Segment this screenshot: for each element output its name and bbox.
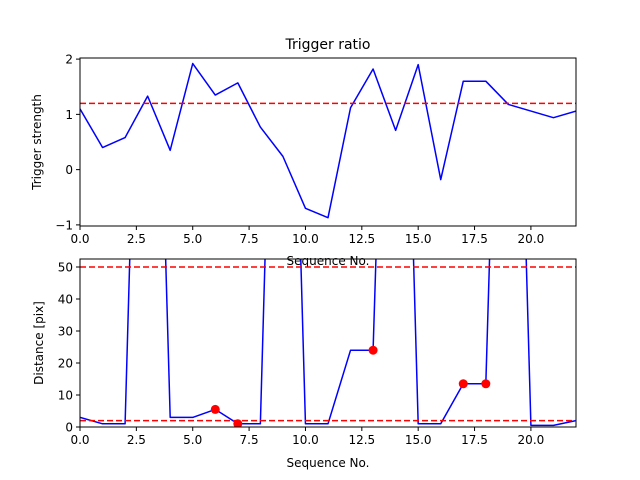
x-tick-label: 17.5 <box>461 433 488 447</box>
y-tick-label: 50 <box>58 261 73 275</box>
x-tick-label: 15.0 <box>405 433 432 447</box>
y-axis-label: Distance [pix] <box>32 301 46 385</box>
x-tick-label: 10.0 <box>292 232 319 246</box>
y-tick-label: 2 <box>65 53 73 67</box>
x-tick-label: 7.5 <box>240 433 259 447</box>
x-tick-label: 17.5 <box>461 232 488 246</box>
plot-frame <box>79 57 577 227</box>
series-line <box>80 259 576 427</box>
x-tick-label: 7.5 <box>240 232 259 246</box>
y-tick-label: 30 <box>58 325 73 339</box>
x-tick-label: 5.0 <box>183 232 202 246</box>
y-tick-label: 20 <box>58 357 73 371</box>
y-tick-label: 40 <box>58 293 73 307</box>
x-tick-label: 15.0 <box>405 232 432 246</box>
data-point-marker <box>233 419 243 427</box>
x-tick-label: 20.0 <box>518 433 545 447</box>
x-tick-label: 2.5 <box>127 433 146 447</box>
x-tick-label: 0.0 <box>70 433 89 447</box>
trigger-ratio-chart: Trigger ratio 0.0 2.5 5.0 7.5 10.0 12.5 15.0 17… <box>30 37 577 268</box>
y-tick-label: 1 <box>65 108 73 122</box>
y-axis-label: Trigger strength <box>30 94 44 191</box>
y-tick-label: 10 <box>58 389 73 403</box>
x-tick-label: 20.0 <box>518 232 545 246</box>
y-tick-label: 0 <box>65 163 73 177</box>
x-axis-label: Sequence No. <box>287 456 370 470</box>
data-point-marker <box>210 404 220 414</box>
plot-frame <box>79 258 577 428</box>
x-tick-label: 5.0 <box>183 433 202 447</box>
x-tick-label: 2.5 <box>127 232 146 246</box>
x-tick-label: 12.5 <box>348 433 375 447</box>
x-tick-label: 12.5 <box>348 232 375 246</box>
y-tick-label: 0 <box>65 421 73 435</box>
x-tick-label: 0.0 <box>70 232 89 246</box>
y-tick-label: −1 <box>55 218 73 232</box>
chart-title: Trigger ratio <box>284 37 370 53</box>
distance-chart: 0.0 2.5 5.0 7.5 10.0 12.5 15.0 17.5 20.0 0 10 20 30… <box>32 258 577 470</box>
x-tick-label: 10.0 <box>292 433 319 447</box>
x-axis-label: Sequence No. <box>287 254 370 268</box>
data-point-marker <box>481 379 491 389</box>
data-point-marker <box>368 345 378 355</box>
series-line <box>80 62 576 219</box>
data-point-marker <box>458 379 468 389</box>
